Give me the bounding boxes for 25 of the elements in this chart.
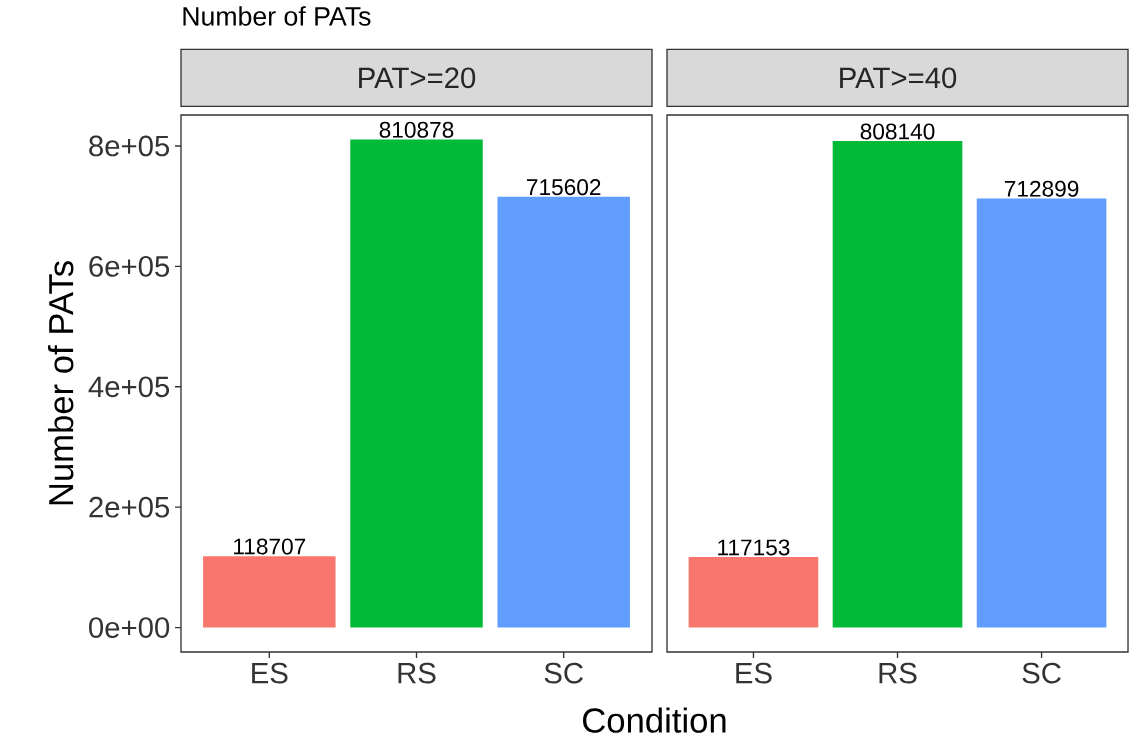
y-tick-label: 0e+00 (89, 617, 170, 638)
chart-subtitle: PAT>=40 (840, 67, 957, 89)
bar (497, 196, 630, 628)
y-tick-label: 6e+05 (89, 255, 170, 277)
data-label: 118707 (234, 538, 306, 555)
x-axis-title: Condition (583, 707, 726, 733)
x-tick-label: RS (879, 662, 917, 684)
data-label: 808140 (860, 123, 935, 140)
x-tick-label: ES (736, 662, 772, 684)
x-tick-label: SC (544, 662, 583, 684)
data-label: 715602 (527, 179, 601, 196)
y-tick-label: 2e+05 (89, 496, 170, 518)
chart-subtitle: PAT>=20 (359, 67, 476, 89)
data-label: 810878 (379, 121, 454, 138)
y-tick-label: 4e+05 (88, 376, 170, 398)
x-tick-label: SC (1022, 662, 1061, 684)
data-label: 117153 (718, 539, 790, 556)
x-tick-label: RS (398, 662, 436, 684)
y-axis-title: Number of PATs (47, 261, 74, 505)
data-label: 712899 (1004, 180, 1079, 197)
x-tick-label: ES (252, 662, 288, 684)
y-tick-label: 8e+05 (89, 135, 170, 157)
bar (203, 556, 336, 628)
chart-title: Number of PATs (183, 6, 371, 26)
bar (350, 139, 483, 628)
